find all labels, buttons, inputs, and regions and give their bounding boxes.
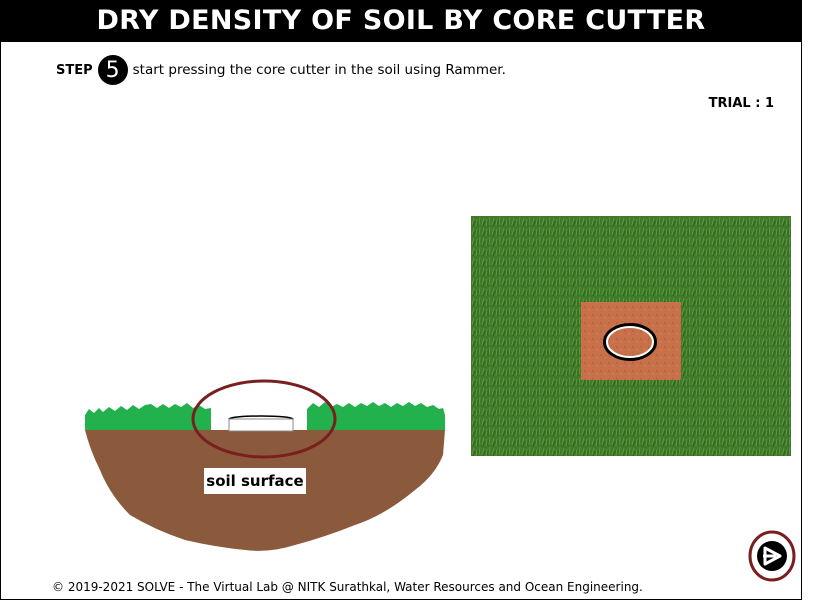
grass-right [307,402,445,430]
exposed-soil-patch [581,302,681,380]
next-button[interactable] [748,530,796,582]
turf-photo [471,216,791,456]
page-title: DRY DENSITY OF SOIL BY CORE CUTTER [0,0,802,42]
step-text: start pressing the core cutter in the so… [132,62,506,78]
step-label: STEP [56,62,93,78]
core-cutter-ring-inner [606,326,654,358]
trial-counter: TRIAL : 1 [708,96,774,111]
footer-copyright: © 2019-2021 SOLVE - The Virtual Lab @ NI… [52,580,643,594]
step-instruction: STEP 5 start pressing the core cutter in… [56,55,506,85]
step-number-badge: 5 [97,55,128,85]
core-cutter [228,418,294,432]
core-cutter-ring [603,323,657,361]
soil-surface-label: soil surface [204,468,306,494]
grass-left [85,403,211,430]
highlight-ring [191,379,337,459]
page-frame [0,0,802,600]
